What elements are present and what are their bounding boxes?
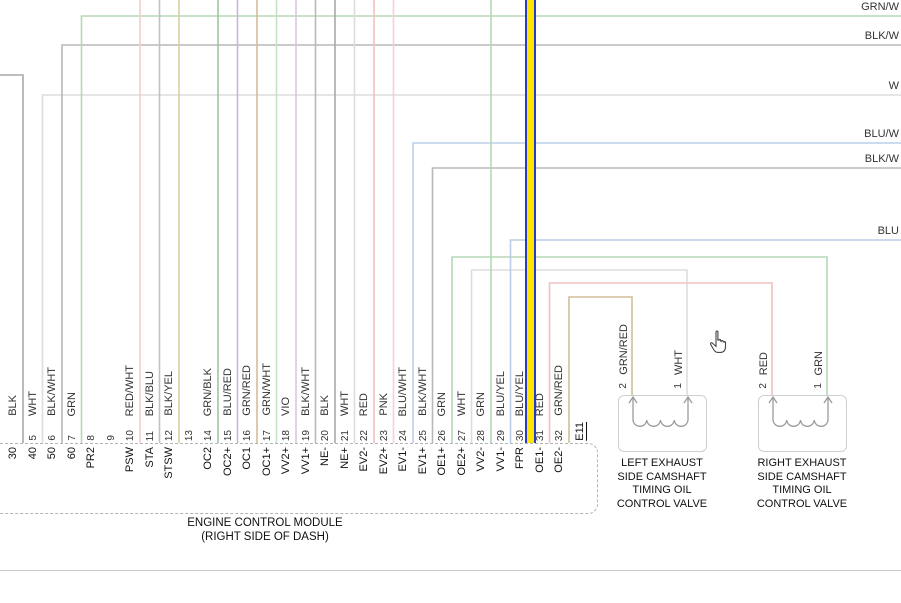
edge-wire-label: BLU [877,225,899,237]
edge-wire-label: GRN/W [861,1,899,13]
wire-color-label: RED/WHT [124,364,136,416]
wire-color-label: BLK/WHT [416,367,429,416]
wire-color-label: GRN [436,391,448,416]
wire-40[interactable] [41,94,901,443]
left-valve-name: LEFT EXHAUST SIDE CAMSHAFT TIMING OIL CO… [616,457,708,510]
valve-pin-number: 2 [618,383,629,389]
pin-number: 20 [320,429,331,441]
pin-number: 16 [242,429,253,441]
wire-OE2-[interactable] [568,296,633,443]
wire-color-label: GRN [813,350,825,375]
pin-number: 27 [456,429,468,441]
right-exhaust-camshaft-valve[interactable] [758,395,847,452]
wire-color-label: WHT [26,390,39,416]
edge-wire-label: BLK/W [864,153,899,165]
pin-number: 12 [164,429,175,441]
pin-number: 25 [417,429,429,441]
wire-color-label: BLU/YEL [494,370,507,416]
wire-color-label: WHT [673,349,685,375]
pin-number: 29 [495,429,507,441]
wire-color-label: BLK/WHT [299,367,312,416]
edge-wire-label: BLK/W [864,30,899,42]
pin-number: 21 [339,429,351,441]
ecm-connector-box[interactable] [0,443,598,514]
wire-30[interactable] [0,74,24,443]
wire-color-label: BLU/WHT [397,366,409,417]
wire-color-label: BLK [319,395,331,416]
wire-color-label: RED [533,392,546,416]
solenoid-coil-icon [768,395,833,427]
pin-number: 17 [261,429,273,441]
pin-number: 19 [300,429,312,441]
pin-number: 11 [144,430,156,441]
wire-color-label: GRN [475,391,487,416]
wire-color-label: BLU/RED [221,368,234,416]
wire-OE1+[interactable] [451,256,828,443]
separator-line [0,570,901,571]
highlighted-wire-fpr[interactable] [525,0,536,443]
pin-number: 18 [281,429,292,441]
pin-number: 9 [105,435,117,441]
solenoid-coil-icon [628,395,693,427]
wire-60[interactable] [80,15,901,443]
wire-color-label: GRN [65,391,78,416]
wire-EV1+[interactable] [431,167,901,443]
wire-color-label: BLU/YEL [514,370,526,416]
wire-OE1-[interactable] [548,282,773,443]
pin-number: 15 [222,429,234,441]
wire-50[interactable] [61,44,901,443]
pin-number: 6 [47,435,58,441]
pin-number: 10 [125,429,136,441]
wire-color-label: BLK/BLU [143,370,156,416]
ecm-label: ENGINE CONTROL MODULE (RIGHT SIDE OF DAS… [80,517,450,544]
wire-color-label: VIO [280,397,292,416]
wire-color-label: BLK/WHT [46,367,58,416]
wire-color-label: PNK [377,393,390,416]
pin-number: 26 [437,429,448,441]
hand-cursor-icon [710,330,727,353]
valve-pin-number: 2 [758,383,769,389]
pin-number: 7 [66,435,78,441]
pin-number: 22 [359,429,370,441]
ecm-label-line2: (RIGHT SIDE OF DASH) [201,530,329,543]
pin-number: 24 [398,429,409,441]
pin-number: 32 [554,429,565,441]
valve-pin-number: 1 [673,383,684,389]
wire-VV1-[interactable] [509,239,901,443]
pin-number: 23 [378,429,390,441]
pin-number: 5 [27,435,39,441]
wire-color-label: BLK [7,395,19,416]
wire-color-label: WHT [455,390,468,416]
wire-color-label: RED [358,392,370,416]
wire-EV1-[interactable] [412,142,901,443]
left-exhaust-camshaft-valve[interactable] [618,395,707,452]
connector-id-e11: E11 [574,422,586,441]
wire-color-label: GRN/RED [553,365,565,416]
ecm-label-line1: ENGINE CONTROL MODULE [187,517,343,529]
pin-number: 31 [534,429,546,441]
edge-wire-label: BLU/W [864,128,899,140]
wire-color-label: WHT [338,390,351,416]
wire-OE2+[interactable] [470,269,688,443]
pin-number: 8 [86,435,97,441]
wire-color-label: GRN/WHT [260,363,273,416]
pin-number: 30 [515,429,526,441]
wire-color-label: GRN/BLK [202,367,214,416]
wire-color-label: GRN/RED [241,365,253,416]
wire-color-label: BLK/YEL [163,371,175,416]
edge-wire-label: W [888,80,899,92]
valve-pin-number: 1 [813,383,824,389]
wire-color-label: RED [758,351,770,375]
pin-number: 13 [183,429,195,441]
wire-color-label: GRN/RED [618,324,630,375]
pin-number: 14 [203,429,214,441]
right-valve-name: RIGHT EXHAUST SIDE CAMSHAFT TIMING OIL C… [756,457,848,510]
pin-number: 28 [476,429,487,441]
